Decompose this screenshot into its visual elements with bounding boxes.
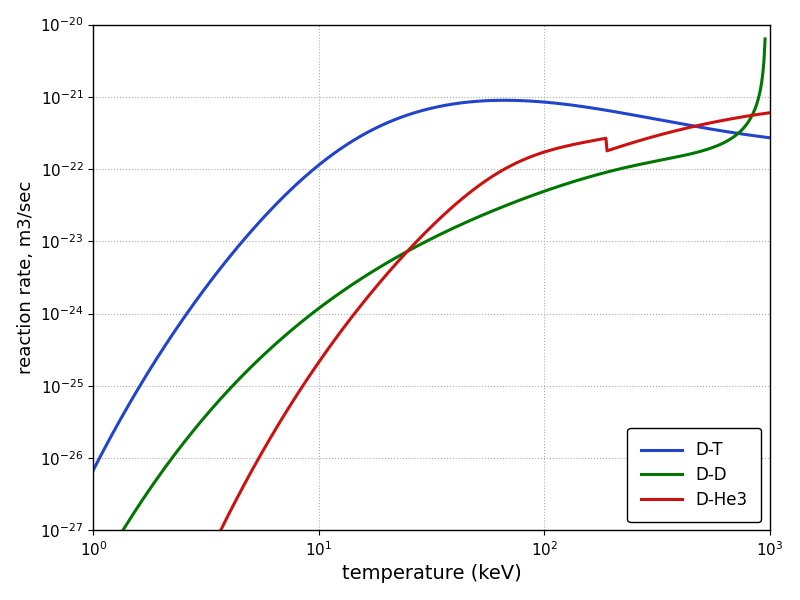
D-D — [487, 208, 497, 215]
D-D — [598, 170, 607, 177]
D-D — [89, 577, 98, 584]
D-He3 — [598, 135, 607, 142]
D-T — [599, 106, 609, 113]
Line: D-He3: D-He3 — [94, 113, 770, 600]
D-D — [394, 252, 404, 259]
D-D — [208, 404, 218, 411]
D-T — [394, 115, 404, 122]
D-He3 — [262, 440, 272, 447]
Line: D-T: D-T — [94, 100, 770, 470]
D-T — [487, 97, 497, 104]
D-He3 — [394, 256, 404, 263]
D-T — [208, 274, 218, 281]
D-T — [89, 466, 98, 473]
D-D — [262, 348, 272, 355]
D-He3 — [487, 173, 497, 180]
Line: D-D: D-D — [94, 39, 765, 581]
D-D — [540, 187, 550, 194]
D-T — [262, 210, 272, 217]
D-T — [765, 134, 774, 142]
D-T — [542, 98, 551, 106]
Y-axis label: reaction rate, m3/sec: reaction rate, m3/sec — [17, 181, 34, 374]
D-T — [499, 97, 509, 104]
Legend: D-T, D-D, D-He3: D-T, D-D, D-He3 — [627, 428, 762, 522]
D-He3 — [765, 109, 774, 116]
D-He3 — [540, 148, 550, 155]
D-He3 — [208, 542, 218, 550]
X-axis label: temperature (keV): temperature (keV) — [342, 565, 522, 583]
